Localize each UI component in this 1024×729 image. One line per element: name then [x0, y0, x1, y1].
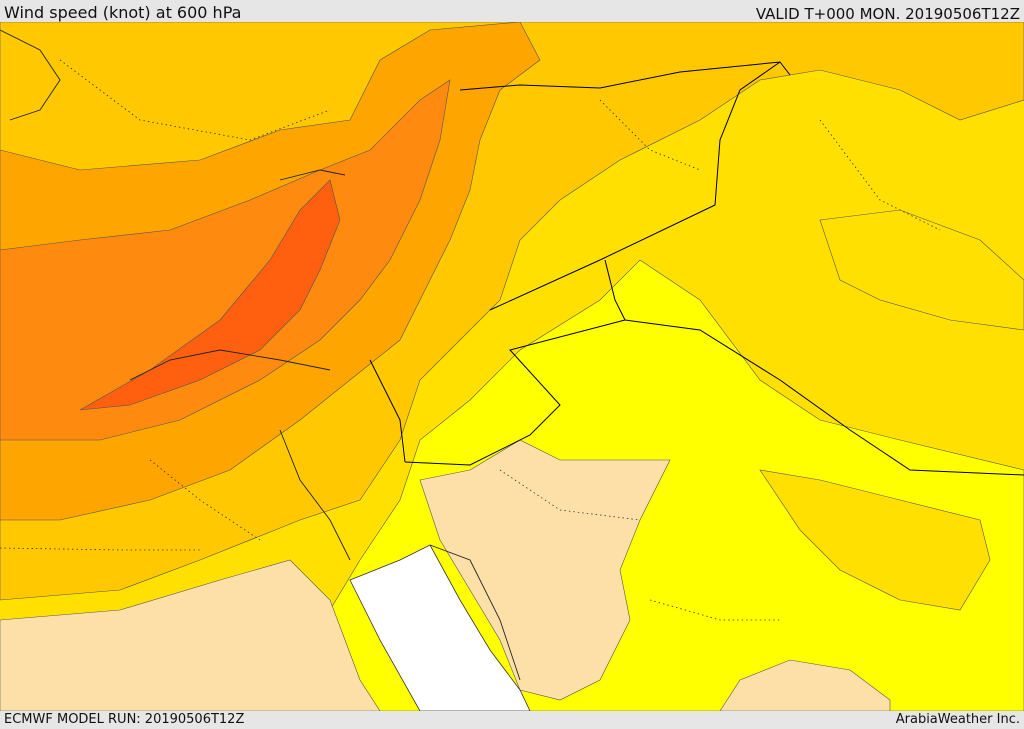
header-bar: Wind speed (knot) at 600 hPa VALID T+000…	[0, 0, 1024, 23]
field-band-0-se	[719, 659, 891, 711]
field-band-6	[79, 179, 341, 411]
map-title: Wind speed (knot) at 600 hPa	[4, 3, 242, 22]
field-band-0-arabia	[419, 439, 671, 701]
field-band-2-ne	[819, 209, 1024, 331]
red-sea	[349, 544, 531, 711]
valid-time: VALID T+000 MON. 20190506T12Z	[755, 5, 1020, 23]
footer-bar: ECMWF MODEL RUN: 20190506T12Z ArabiaWeat…	[0, 711, 1024, 729]
field-band-5	[0, 79, 451, 441]
credit-label: ArabiaWeather Inc.	[895, 712, 1020, 727]
field-band-2-south	[759, 469, 991, 611]
field-band-0-egypt	[0, 559, 381, 711]
admin-boundaries	[0, 59, 941, 621]
wind-speed-map	[0, 22, 1024, 711]
coastlines	[0, 29, 521, 681]
model-run-label: ECMWF MODEL RUN: 20190506T12Z	[4, 712, 245, 727]
country-borders	[369, 61, 1024, 476]
